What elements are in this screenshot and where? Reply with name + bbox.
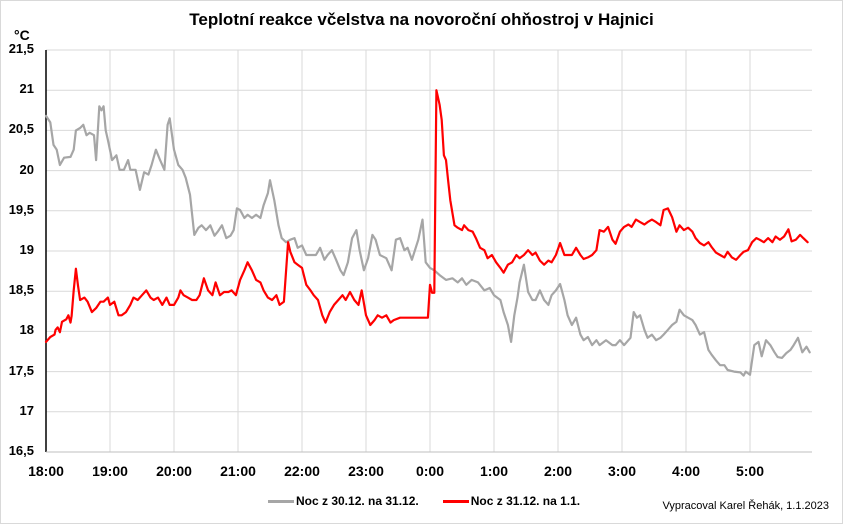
y-tick-label: 19 (19, 242, 34, 257)
x-tick-label: 4:00 (671, 463, 701, 479)
y-tick-label: 17,5 (8, 362, 34, 378)
x-tick-label: 3:00 (607, 463, 637, 479)
x-tick-label: 5:00 (735, 463, 765, 479)
y-tick-label: 16,5 (8, 443, 34, 458)
x-tick-label: 19:00 (92, 463, 128, 479)
y-tick-label: 18 (19, 322, 34, 338)
legend-label: Noc z 30.12. na 31.12. (296, 494, 419, 508)
series-line-night-31-12 (44, 89, 809, 343)
x-tick-label: 1:00 (479, 463, 509, 479)
y-tick-label: 17 (19, 402, 34, 418)
author-credit: Vypracoval Karel Řehák, 1.1.2023 (662, 500, 829, 512)
y-tick-label: 21,5 (8, 41, 34, 56)
y-axis-unit-label: °C (14, 27, 30, 43)
y-tick-label: 21 (19, 81, 34, 97)
y-tick-label: 19,5 (8, 201, 34, 217)
x-tick-label: 20:00 (156, 463, 192, 479)
legend-item-night-30-12: Noc z 30.12. na 31.12. (268, 494, 419, 508)
series-line-night-30-12 (44, 105, 811, 377)
x-tick-label: 18:00 (28, 463, 64, 479)
chart-title: Teplotní reakce včelstva na novoroční oh… (189, 10, 654, 29)
legend-label: Noc z 31.12. na 1.1. (470, 494, 581, 508)
x-tick-label: 22:00 (284, 463, 320, 479)
y-tick-label: 20,5 (8, 121, 34, 137)
legend-swatch-gray-line-icon (268, 499, 294, 503)
x-tick-label: 2:00 (543, 463, 573, 479)
legend: Noc z 30.12. na 31.12. Noc z 31.12. na 1… (268, 494, 604, 508)
y-tick-label: 18,5 (8, 282, 34, 298)
legend-swatch-red-line-icon (442, 499, 469, 503)
x-tick-label: 23:00 (348, 463, 384, 479)
y-tick-label: 20 (19, 161, 34, 177)
legend-item-night-31-12: Noc z 31.12. na 1.1. (442, 494, 581, 508)
x-tick-label: 21:00 (220, 463, 256, 479)
x-tick-label: 0:00 (415, 463, 445, 479)
